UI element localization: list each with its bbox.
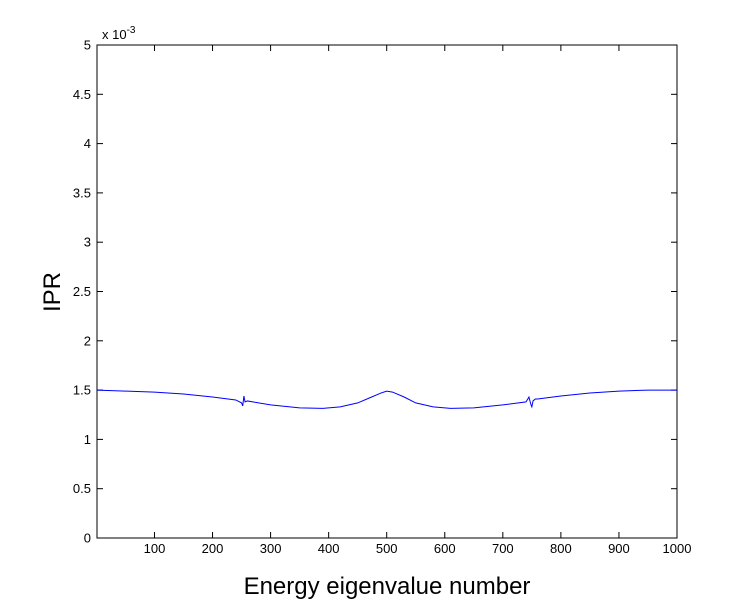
x-tick-label: 500: [376, 541, 398, 556]
x-tick-label: 100: [144, 541, 166, 556]
series-line: [96, 389, 677, 409]
y-tick-label: 1.5: [73, 383, 91, 398]
x-axis-ticks: 100 200 300 400 500 600 700 800 900 1000: [144, 45, 692, 556]
y-axis-ticks: 0 0.5 1 1.5 2 2.5 3 3.5 4 4.5 5: [73, 38, 677, 546]
x-axis-title: Energy eigenvalue number: [244, 573, 531, 600]
x-tick-label: 300: [260, 541, 282, 556]
y-tick-label: 4: [84, 136, 91, 151]
y-tick-label: 2: [84, 333, 91, 348]
y-tick-label: 4.5: [73, 87, 91, 102]
x-tick-label: 400: [318, 541, 340, 556]
x-tick-label: 200: [202, 541, 224, 556]
y-tick-label: 3.5: [73, 185, 91, 200]
axes-box: [96, 44, 678, 539]
y-exponent-power: -3: [127, 25, 136, 36]
y-axis-title: IPR: [39, 272, 66, 312]
y-tick-label: 0.5: [73, 481, 91, 496]
x-tick-label: 900: [608, 541, 630, 556]
x-tick-label: 700: [492, 541, 514, 556]
y-tick-label: 2.5: [73, 284, 91, 299]
x-tick-label: 1000: [663, 541, 692, 556]
y-exponent-base: x 10: [102, 27, 127, 42]
y-tick-label: 0: [84, 531, 91, 546]
y-tick-label: 3: [84, 235, 91, 250]
series-layer: [96, 389, 677, 409]
x-tick-label: 600: [434, 541, 456, 556]
y-tick-label: 5: [84, 38, 91, 53]
y-exponent-label: x 10-3: [102, 25, 136, 42]
y-tick-label: 1: [84, 432, 91, 447]
x-tick-label: 800: [550, 541, 572, 556]
